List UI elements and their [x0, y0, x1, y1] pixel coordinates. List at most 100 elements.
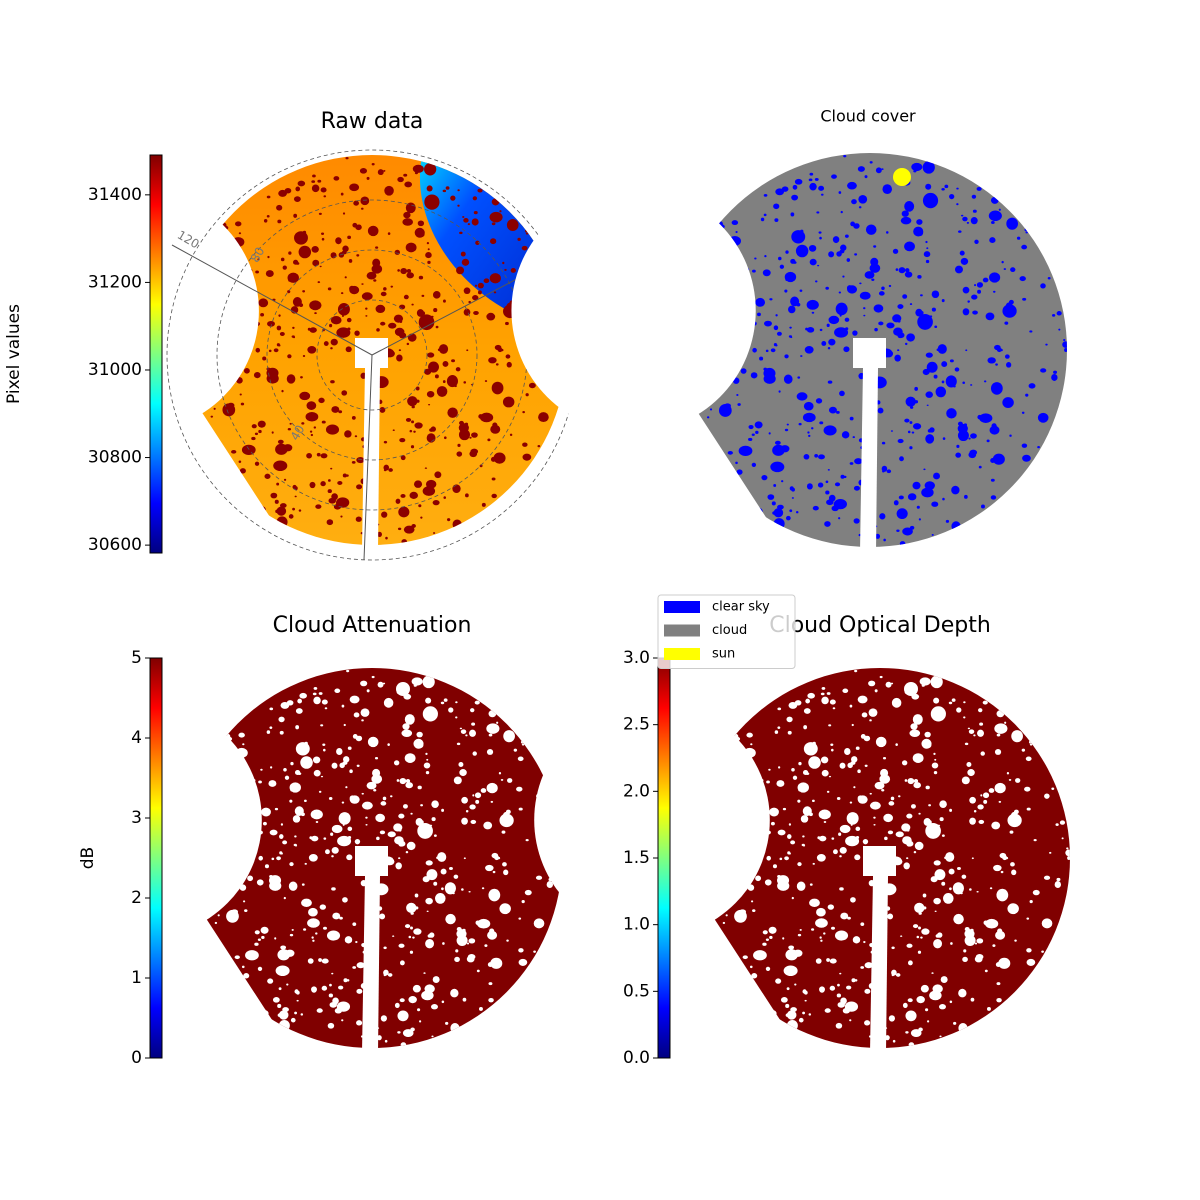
cloud-gap	[844, 748, 851, 756]
cloud-gap	[276, 506, 287, 516]
cloud-gap	[777, 707, 782, 711]
cloud-gap	[849, 416, 854, 421]
cloud-gap	[422, 675, 435, 689]
cloud-gap	[469, 450, 478, 458]
cloud-gap	[421, 311, 426, 316]
cloud-gap	[340, 192, 344, 196]
cloud-gap	[336, 327, 351, 338]
cloud-gap	[287, 427, 292, 431]
cloud-gap	[353, 712, 360, 718]
cloud-gap	[491, 477, 496, 481]
legend-label: sun	[712, 647, 735, 662]
cloud-gap	[402, 509, 405, 512]
cloud-gap	[426, 185, 433, 192]
cloud-gap	[969, 817, 976, 825]
cloud-gap	[820, 193, 824, 196]
cloud-gap	[457, 189, 460, 192]
cloud-gap	[397, 1010, 409, 1022]
cloud-gap	[897, 304, 904, 309]
cloud-gap	[460, 251, 466, 257]
cloud-gap	[461, 796, 468, 804]
cloud-gap	[490, 957, 503, 969]
cloud-gap	[312, 756, 321, 764]
cloud-gap	[470, 819, 477, 824]
cloud-gap	[988, 788, 995, 793]
cloud-gap	[878, 291, 885, 296]
cloud-gap	[842, 688, 849, 693]
cloud-gap	[260, 768, 263, 771]
cloud-gap	[787, 730, 792, 735]
cloud-gap	[421, 294, 425, 297]
cloud-gap	[288, 251, 292, 255]
cloud-gap	[768, 432, 771, 435]
cloud-gap	[830, 743, 834, 746]
cloud-gap	[1014, 939, 1017, 942]
legend-label: clear sky	[712, 600, 770, 615]
cloud-gap	[352, 922, 357, 926]
cloud-gap	[298, 245, 312, 259]
cloud-gap	[920, 936, 923, 939]
cloud-gap	[288, 514, 294, 519]
cloud-gap	[1053, 370, 1058, 374]
sky-image	[511, 153, 1067, 587]
cloud-gap	[448, 866, 453, 871]
cloud-gap	[379, 913, 386, 920]
cloud-gap	[1021, 443, 1028, 448]
polar-axis	[171, 244, 373, 356]
cloud-gap	[805, 698, 810, 704]
cloud-gap	[291, 928, 294, 931]
cloud-gap	[408, 935, 412, 939]
cloud-gap	[1002, 397, 1014, 408]
cloud-gap	[277, 1003, 282, 1009]
cloud-gap	[838, 517, 841, 520]
cloud-gap	[782, 937, 785, 940]
panel-title: Raw data	[321, 109, 424, 134]
cloud-gap	[321, 420, 326, 424]
cloud-gap	[301, 898, 312, 908]
cloud-gap	[836, 251, 842, 257]
cloud-gap	[417, 220, 425, 227]
cloud-gap	[379, 830, 386, 835]
cloud-gap	[431, 817, 436, 822]
cloud-gap	[344, 430, 352, 438]
cloud-gap	[736, 469, 743, 475]
cloud-gap	[488, 357, 497, 364]
cloud-gap	[901, 210, 909, 217]
cloud-gap	[414, 227, 425, 238]
cloud-gap	[459, 727, 463, 730]
cloud-gap	[360, 680, 368, 687]
cloud-gap	[808, 244, 817, 252]
cloud-gap	[310, 433, 314, 437]
cloud-gap	[213, 407, 216, 410]
cloud-gap	[823, 932, 826, 935]
cloud-gap	[750, 900, 754, 903]
cloud-gap	[434, 471, 442, 479]
cloud-gap	[1040, 368, 1047, 373]
cloud-gap	[365, 315, 368, 317]
cloud-gap	[292, 507, 295, 511]
cloud-gap	[773, 325, 779, 331]
cloud-gap	[466, 942, 470, 945]
cloud-gap	[821, 686, 826, 690]
cloud-gap	[404, 753, 416, 763]
cloud-gap	[864, 271, 875, 279]
cloud-gap	[920, 294, 923, 297]
cloud-gap	[803, 401, 814, 411]
cloud-gap	[352, 222, 358, 228]
cloud-gap	[835, 1022, 843, 1029]
cloud-gap	[850, 221, 856, 227]
cloud-gap	[769, 298, 773, 301]
cloud-gap	[937, 344, 947, 354]
cloud-gap	[818, 185, 825, 191]
cloud-gap	[426, 758, 429, 761]
cloud-gap	[939, 1035, 942, 1038]
cloud-gap	[353, 200, 359, 206]
cloud-gap	[949, 193, 955, 200]
cloud-gap	[292, 326, 295, 329]
cloud-gap	[896, 529, 900, 533]
cloud-gap	[925, 391, 933, 398]
cloud-gap	[1026, 948, 1032, 953]
cloud-gap	[383, 170, 386, 172]
cloud-gap	[769, 807, 779, 817]
cloud-gap	[1028, 383, 1036, 389]
